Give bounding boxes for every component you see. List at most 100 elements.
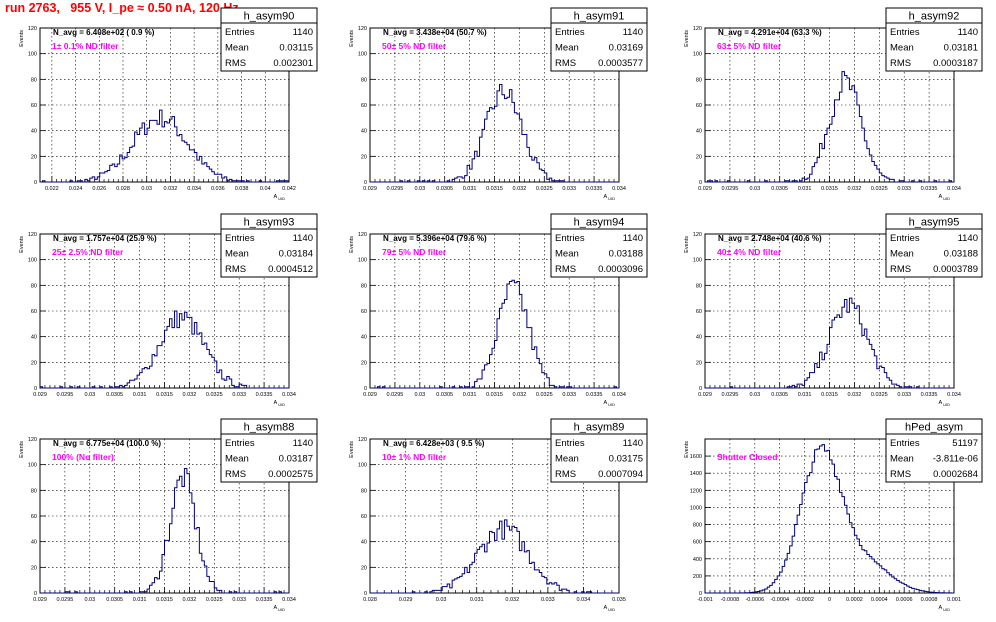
x-tick-label: 0.029	[399, 597, 413, 603]
x-tick-label: 0.032	[183, 597, 197, 603]
histogram-series	[39, 310, 289, 389]
stat-label: RMS	[890, 469, 911, 480]
x-tick-label: 0.032	[848, 392, 862, 398]
x-tick-label: -0.0008	[721, 597, 740, 603]
x-tick-label: 0.029	[698, 186, 712, 192]
stat-label: Entries	[890, 27, 920, 38]
y-tick-label: 60	[31, 103, 37, 109]
navg-annotation: N_avg = 5.396e+04 (79.6 %)	[383, 234, 487, 243]
x-tick-label: 0.0305	[771, 186, 788, 192]
histogram-panel-h_asym93: 0.029 0.0295 0.03 0.0305 0.031 0.0315 0.032 0.0…	[19, 213, 318, 407]
stat-value: 1140	[958, 27, 978, 38]
x-tick-label: 0.028	[363, 597, 377, 603]
x-tick-label: 0.029	[363, 392, 377, 398]
y-tick-label: 40	[31, 540, 37, 546]
stat-label: Mean	[555, 454, 579, 465]
x-tick-label: 0.0295	[721, 392, 738, 398]
stats-box-body	[220, 433, 318, 483]
y-tick-label: 0	[364, 386, 367, 392]
x-tick-label: 0.034	[282, 597, 296, 603]
y-tick-label: 120	[358, 232, 367, 238]
x-tick-label: 0.0335	[921, 186, 938, 192]
x-tick-label: 0.0305	[106, 392, 123, 398]
histogram-panel-hPed_asym: -0.001 -0.0008 -0.0006 -0.0004 -0.0002 0 0.000…	[684, 418, 983, 612]
navg-annotation: N_avg = 4.291e+04 (63.3 %)	[718, 28, 822, 37]
x-tick-label: 0	[828, 597, 831, 603]
x-tick-label: 0.0315	[821, 392, 838, 398]
stat-value: 0.03187	[279, 454, 313, 465]
histogram-series	[705, 297, 954, 389]
navg-annotation: N_avg = 1.757e+04 (25.9 %)	[53, 234, 157, 243]
x-tick-label: 0.036	[211, 186, 225, 192]
y-tick-label: 120	[28, 232, 37, 238]
x-tick-label: 0.029	[363, 186, 377, 192]
y-tick-label: 200	[693, 574, 702, 580]
y-tick-label: 20	[361, 154, 367, 160]
x-tick-label: 0.029	[33, 392, 47, 398]
x-axis-title: AUID	[938, 400, 950, 407]
stat-value: 1140	[293, 233, 313, 244]
stat-value: 0.03115	[279, 43, 313, 54]
x-tick-label: 0.033	[232, 597, 246, 603]
y-tick-label: 1400	[690, 471, 702, 477]
x-tick-label: 0.031	[133, 392, 147, 398]
x-tick-label: 0.042	[282, 186, 296, 192]
stat-value: 0.03175	[609, 454, 643, 465]
histogram-name: h_asym95	[909, 217, 960, 229]
stat-value: 1140	[623, 438, 643, 449]
stat-value: 0.0003577	[598, 58, 643, 69]
x-tick-label: 0.001	[947, 597, 961, 603]
histogram-series	[40, 468, 289, 594]
y-tick-label: 20	[361, 565, 367, 571]
x-tick-label: 0.0335	[586, 392, 603, 398]
histogram-series	[705, 71, 954, 183]
stat-value: 1140	[623, 233, 643, 244]
y-tick-label: 120	[358, 437, 367, 443]
stat-label: RMS	[225, 264, 246, 275]
x-tick-label: 0.03	[414, 186, 425, 192]
y-tick-label: 120	[693, 26, 702, 32]
histogram-name: h_asym89	[574, 422, 625, 434]
x-tick-label: 0.033	[541, 597, 555, 603]
x-axis-title: AUID	[938, 194, 950, 201]
histogram-name: h_asym93	[244, 217, 295, 229]
y-tick-label: 60	[361, 309, 367, 315]
stats-box-body	[885, 228, 983, 278]
x-tick-label: 0.0305	[106, 597, 123, 603]
y-axis-title: Events	[349, 30, 355, 47]
y-tick-label: 400	[693, 557, 702, 563]
y-tick-label: 20	[31, 360, 37, 366]
y-tick-label: 20	[31, 154, 37, 160]
y-tick-label: 120	[358, 26, 367, 32]
stats-box-body	[550, 228, 648, 278]
x-tick-label: 0.0325	[206, 392, 223, 398]
x-tick-label: 0.0315	[486, 186, 503, 192]
y-axis-title: Events	[349, 236, 355, 253]
filter-annotation: 79± 5% ND filter	[382, 247, 447, 257]
x-tick-label: 0.031	[463, 392, 477, 398]
y-tick-label: 800	[693, 523, 702, 529]
stat-value: 51197	[952, 438, 978, 449]
stats-box-body	[885, 433, 983, 483]
y-tick-label: 80	[31, 488, 37, 494]
filter-annotation: 100% (No filter)	[52, 452, 114, 462]
y-tick-label: 60	[361, 514, 367, 520]
x-tick-label: 0.024	[69, 186, 83, 192]
x-tick-label: 0.034	[947, 392, 961, 398]
x-tick-label: 0.0305	[436, 392, 453, 398]
stat-label: RMS	[225, 469, 246, 480]
x-tick-label: 0.0335	[256, 392, 273, 398]
histogram-panel-h_asym88: 0.029 0.0295 0.03 0.0305 0.031 0.0315 0.032 0.0…	[19, 418, 318, 612]
x-tick-label: 0.033	[897, 186, 911, 192]
y-tick-label: 80	[696, 283, 702, 289]
y-tick-label: 20	[361, 360, 367, 366]
x-tick-label: -0.0004	[770, 597, 789, 603]
stat-label: Entries	[890, 438, 920, 449]
x-tick-label: 0.032	[513, 186, 527, 192]
y-tick-label: 60	[31, 514, 37, 520]
y-tick-label: 0	[34, 386, 37, 392]
x-tick-label: 0.03	[84, 392, 95, 398]
y-tick-label: 0	[364, 180, 367, 186]
x-tick-label: 0.0002	[846, 597, 863, 603]
histogram-name: h_asym90	[244, 11, 295, 23]
